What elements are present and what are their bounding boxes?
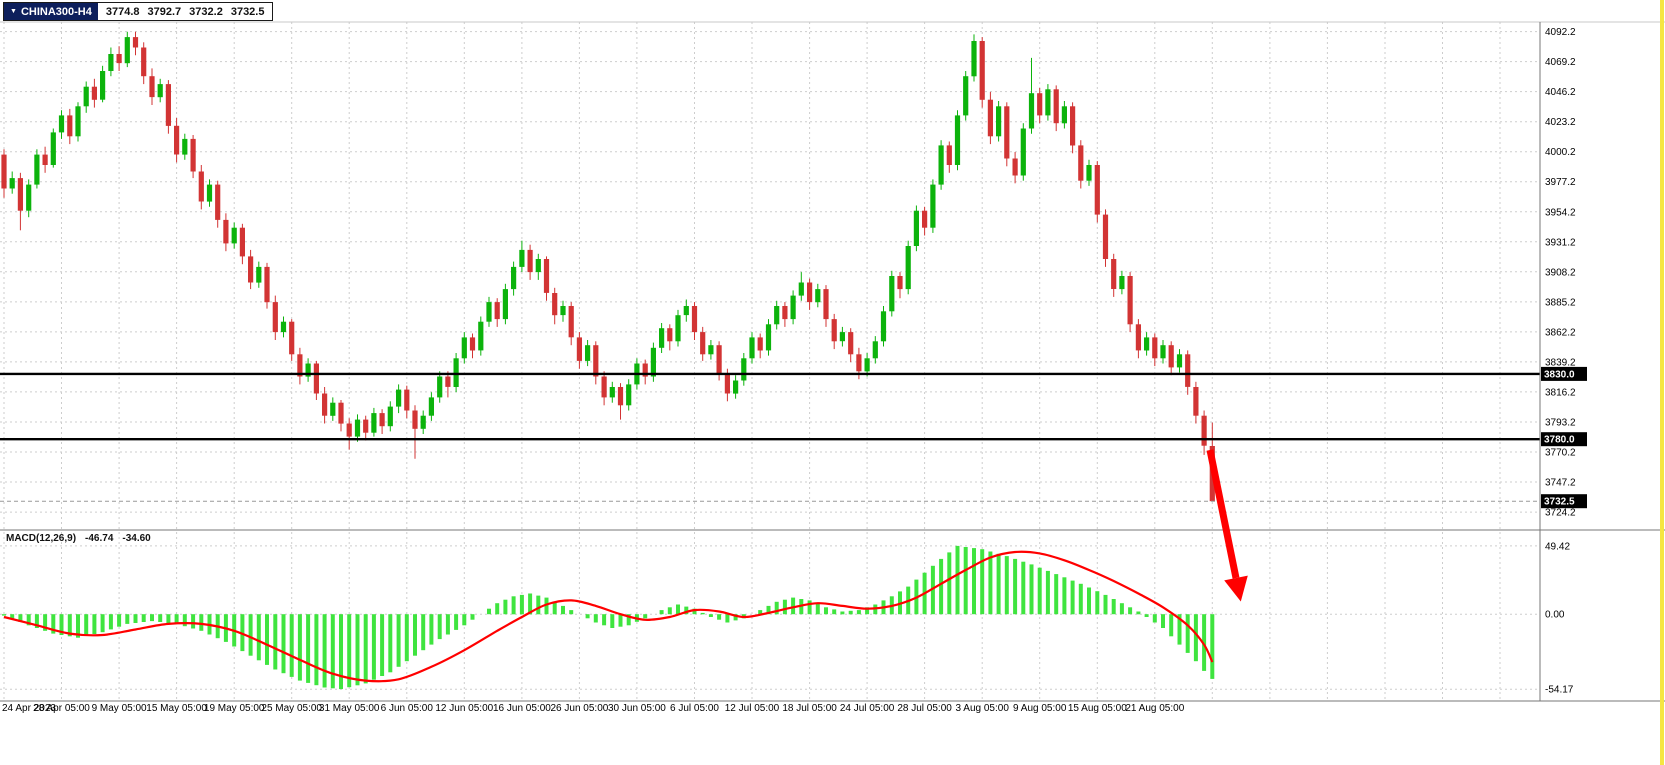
svg-text:3747.2: 3747.2 — [1545, 478, 1576, 489]
low-value: 3732.2 — [189, 5, 223, 18]
symbol-label: CHINA300-H4 — [20, 5, 92, 18]
svg-text:18 Jul 05:00: 18 Jul 05:00 — [782, 703, 837, 714]
svg-text:24 Jul 05:00: 24 Jul 05:00 — [840, 703, 895, 714]
high-value: 3792.7 — [147, 5, 182, 18]
open-value: 3774.8 — [105, 5, 140, 18]
svg-text:3732.5: 3732.5 — [1544, 497, 1575, 508]
dropdown-icon[interactable]: ▼ — [10, 8, 17, 15]
svg-text:4046.2: 4046.2 — [1545, 87, 1576, 98]
svg-text:3977.2: 3977.2 — [1545, 177, 1576, 188]
svg-text:3724.2: 3724.2 — [1545, 508, 1576, 519]
svg-text:28 Apr 05:00: 28 Apr 05:00 — [33, 703, 90, 714]
ohlc-values: 3774.8 3792.7 3732.2 3732.5 — [98, 3, 273, 20]
close-value: 3732.5 — [230, 5, 265, 18]
svg-text:4092.2: 4092.2 — [1545, 27, 1576, 38]
svg-text:6 Jul 05:00: 6 Jul 05:00 — [670, 703, 719, 714]
svg-text:49.42: 49.42 — [1545, 541, 1570, 552]
svg-text:30 Jun 05:00: 30 Jun 05:00 — [608, 703, 666, 714]
svg-text:25 May 05:00: 25 May 05:00 — [261, 703, 322, 714]
grid — [0, 22, 1540, 700]
symbol-ohlc-box[interactable]: ▼ CHINA300-H4 3774.8 3792.7 3732.2 3732.… — [3, 2, 274, 21]
svg-text:12 Jun 05:00: 12 Jun 05:00 — [435, 703, 493, 714]
macd-name: MACD(12,26,9) — [6, 533, 77, 544]
macd-histogram — [2, 545, 1215, 690]
price-line-tag: 3780.0 — [1541, 432, 1587, 447]
svg-text:3908.2: 3908.2 — [1545, 267, 1576, 278]
toolbar: ▼ CHINA300-H4 3774.8 3792.7 3732.2 3732.… — [0, 0, 1665, 22]
svg-text:4000.2: 4000.2 — [1545, 147, 1576, 158]
svg-text:31 May 05:00: 31 May 05:00 — [319, 703, 380, 714]
svg-text:15 May 05:00: 15 May 05:00 — [146, 703, 207, 714]
svg-text:6 Jun 05:00: 6 Jun 05:00 — [381, 703, 434, 714]
svg-text:24 Apr 2023: 24 Apr 2023 — [2, 703, 56, 714]
symbol-chip: ▼ CHINA300-H4 — [4, 3, 98, 20]
current-price-tag: 3732.5 — [1541, 494, 1587, 509]
svg-text:3793.2: 3793.2 — [1545, 418, 1576, 429]
svg-text:3816.2: 3816.2 — [1545, 387, 1576, 398]
right-edge-marker — [1660, 0, 1664, 765]
trend-arrow[interactable] — [1206, 449, 1248, 602]
svg-text:3830.0: 3830.0 — [1544, 369, 1575, 380]
macd-main-value: -46.74 — [85, 533, 114, 544]
svg-text:3839.2: 3839.2 — [1545, 357, 1576, 368]
svg-text:12 Jul 05:00: 12 Jul 05:00 — [725, 703, 780, 714]
price-axis[interactable]: 4092.2 4069.2 4046.2 4023.2 4000.2 3977.2 3954… — [1545, 27, 1576, 696]
macd-indicator-label: MACD(12,26,9) -46.74 -34.60 — [6, 533, 151, 544]
svg-text:16 Jun 05:00: 16 Jun 05:00 — [493, 703, 551, 714]
svg-text:15 Aug 05:00: 15 Aug 05:00 — [1068, 703, 1127, 714]
macd-signal-line — [3, 550, 1214, 683]
svg-text:3 Aug 05:00: 3 Aug 05:00 — [956, 703, 1010, 714]
svg-text:26 Jun 05:00: 26 Jun 05:00 — [550, 703, 608, 714]
svg-text:28 Jul 05:00: 28 Jul 05:00 — [897, 703, 952, 714]
svg-text:21 Aug 05:00: 21 Aug 05:00 — [1125, 703, 1184, 714]
price-line-tag: 3830.0 — [1541, 366, 1587, 381]
svg-text:3770.2: 3770.2 — [1545, 448, 1576, 459]
svg-text:3954.2: 3954.2 — [1545, 207, 1576, 218]
svg-text:19 May 05:00: 19 May 05:00 — [204, 703, 265, 714]
svg-text:9 Aug 05:00: 9 Aug 05:00 — [1013, 703, 1067, 714]
svg-text:9 May 05:00: 9 May 05:00 — [92, 703, 147, 714]
svg-text:3885.2: 3885.2 — [1545, 297, 1576, 308]
macd-signal-value: -34.60 — [122, 533, 151, 544]
svg-text:3780.0: 3780.0 — [1544, 435, 1575, 446]
svg-text:4069.2: 4069.2 — [1545, 57, 1576, 68]
candles — [1, 31, 1215, 502]
svg-text:3931.2: 3931.2 — [1545, 237, 1576, 248]
svg-text:4023.2: 4023.2 — [1545, 117, 1576, 128]
svg-text:3862.2: 3862.2 — [1545, 327, 1576, 338]
svg-text:0.00: 0.00 — [1545, 610, 1565, 621]
svg-text:-54.17: -54.17 — [1545, 685, 1574, 696]
